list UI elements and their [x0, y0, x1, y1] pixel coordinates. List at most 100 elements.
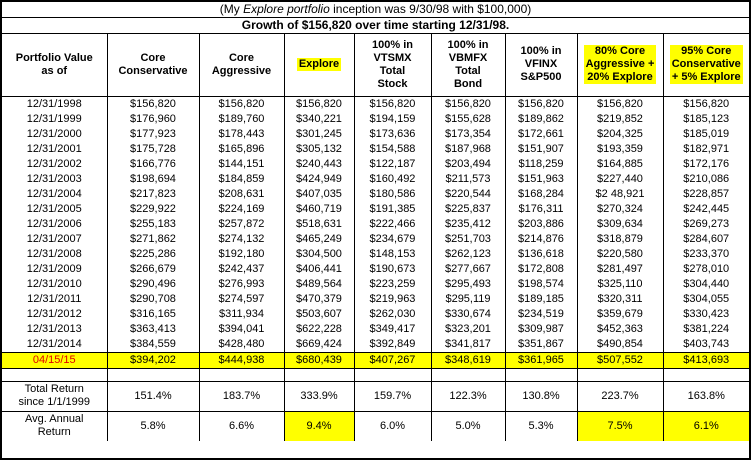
table-row: 12/31/2001 $175,728 $165,896 $305,132 $154,5…: [2, 141, 749, 157]
date-cell: 12/31/2009: [26, 262, 82, 275]
column-header-6: 100% in VFINX S&P500: [504, 34, 577, 97]
date-cell: 12/31/2012: [26, 307, 82, 320]
column-header-label: Core Aggressive: [211, 51, 272, 77]
value-cell: $424,949: [283, 171, 354, 187]
current-value-row: 04/15/15 $394,202 $444,938 $680,439 $407,267…: [2, 351, 749, 369]
value-cell: $233,370: [662, 246, 749, 262]
value-cell: $304,500: [283, 246, 354, 262]
value-cell: $144,151: [198, 156, 284, 172]
value-cell: $164,885: [576, 156, 663, 172]
spacer-cell: [662, 368, 749, 381]
value-cell: $320,311: [576, 291, 663, 307]
value-cell: $235,412: [430, 216, 505, 232]
value-cell: $413,693: [662, 351, 749, 369]
spacer-cell: [106, 368, 199, 381]
spacer-cell: [198, 368, 284, 381]
summary-value-cell: 122.3%: [430, 380, 505, 411]
value-cell: $154,588: [353, 141, 431, 157]
value-cell: $518,631: [283, 216, 354, 232]
date-cell: 12/31/2004: [26, 187, 82, 200]
table-row: 12/31/2013 $363,413 $394,041 $622,228 $349,4…: [2, 321, 749, 337]
value-cell: $156,820: [662, 96, 749, 112]
summary-value-cell: 151.4%: [106, 380, 199, 411]
value-cell: $277,667: [430, 261, 505, 277]
value-cell: $177,923: [106, 126, 199, 142]
value-cell: $234,679: [353, 231, 431, 247]
title-post: inception was 9/30/98 with $100,000): [329, 2, 532, 16]
table-row: 12/31/2009 $266,679 $242,437 $406,441 $190,6…: [2, 261, 749, 277]
value-cell: $452,363: [576, 321, 663, 337]
value-cell: $184,859: [198, 171, 284, 187]
spacer-row: [2, 368, 749, 381]
value-cell: $156,820: [430, 96, 505, 112]
value-cell: $203,886: [504, 216, 577, 232]
value-cell: $234,519: [504, 306, 577, 322]
table-row: 12/31/2007 $271,862 $274,132 $465,249 $234,6…: [2, 231, 749, 247]
value-cell: $175,728: [106, 141, 199, 157]
table-row: 12/31/2004 $217,823 $208,631 $407,035 $180,5…: [2, 186, 749, 202]
value-cell: $156,820: [106, 96, 199, 112]
value-cell: $227,440: [576, 171, 663, 187]
value-cell: $330,674: [430, 306, 505, 322]
summary-value-cell: 6.0%: [353, 410, 431, 441]
value-cell: $220,580: [576, 246, 663, 262]
value-cell: $290,708: [106, 291, 199, 307]
table-row: 12/31/2012 $316,165 $311,934 $503,607 $262,0…: [2, 306, 749, 322]
value-cell: $490,854: [576, 336, 663, 352]
spacer-cell: [283, 368, 354, 381]
value-cell: $220,544: [430, 186, 505, 202]
value-cell: $242,437: [198, 261, 284, 277]
value-cell: $359,679: [576, 306, 663, 322]
value-cell: $309,634: [576, 216, 663, 232]
table-title: (My Explore portfolio inception was 9/30…: [2, 2, 749, 18]
column-header-3: Explore: [283, 34, 354, 97]
value-cell: $274,132: [198, 231, 284, 247]
value-cell: $311,934: [198, 306, 284, 322]
value-cell: $192,180: [198, 246, 284, 262]
value-cell: $460,719: [283, 201, 354, 217]
value-cell: $194,159: [353, 111, 431, 127]
table-row: 12/31/2000 $177,923 $178,443 $301,245 $173,6…: [2, 126, 749, 142]
table-row: 12/31/2002 $166,776 $144,151 $240,443 $122,1…: [2, 156, 749, 172]
value-cell: $182,971: [662, 141, 749, 157]
table-header-row: Portfolio Value as of Core Conservative Co…: [2, 34, 749, 97]
table-row: 12/31/2014 $384,559 $428,480 $669,424 $392,8…: [2, 336, 749, 352]
value-cell: $173,354: [430, 126, 505, 142]
value-cell: $156,820: [576, 96, 663, 112]
summary-row-1: Total Return since 1/1/1999 151.4% 183.7% 3…: [2, 380, 749, 411]
date-cell: 12/31/1999: [26, 112, 82, 125]
value-cell: $156,820: [198, 96, 284, 112]
table-row: 12/31/2006 $255,183 $257,872 $518,631 $222,4…: [2, 216, 749, 232]
summary-label-text: Avg. Annual Return: [24, 413, 84, 439]
value-cell: $211,573: [430, 171, 505, 187]
corner-header-label: Portfolio Value as of: [15, 51, 93, 77]
value-cell: $407,035: [283, 186, 354, 202]
value-cell: $503,607: [283, 306, 354, 322]
value-cell: $304,440: [662, 276, 749, 292]
value-cell: $189,185: [504, 291, 577, 307]
value-cell: $444,938: [198, 351, 284, 369]
table-subtitle: Growth of $156,820 over time starting 12…: [2, 18, 749, 34]
date-cell: 12/31/2005: [26, 202, 82, 215]
value-cell: $156,820: [504, 96, 577, 112]
value-cell: $242,445: [662, 201, 749, 217]
value-cell: $224,169: [198, 201, 284, 217]
summary-row-2: Avg. Annual Return 5.8% 6.6% 9.4% 6.0% 5.0% 5.…: [2, 410, 749, 441]
value-cell: $198,694: [106, 171, 199, 187]
value-cell: $305,132: [283, 141, 354, 157]
date-cell: 12/31/2007: [26, 232, 82, 245]
value-cell: $189,862: [504, 111, 577, 127]
value-cell: $2 48,921: [576, 186, 663, 202]
value-cell: $403,743: [662, 336, 749, 352]
value-cell: $122,187: [353, 156, 431, 172]
value-cell: $394,202: [106, 351, 199, 369]
column-header-label: 100% in VFINX S&P500: [520, 45, 562, 84]
spacer-cell: [504, 368, 577, 381]
value-cell: $318,879: [576, 231, 663, 247]
value-cell: $176,311: [504, 201, 577, 217]
date-cell: 12/31/2011: [27, 292, 82, 305]
date-cell: 12/31/2001: [26, 142, 82, 155]
column-header-label: 100% in VTSMX Total Stock: [372, 38, 413, 90]
table-row: 12/31/2005 $229,922 $224,169 $460,719 $191,3…: [2, 201, 749, 217]
